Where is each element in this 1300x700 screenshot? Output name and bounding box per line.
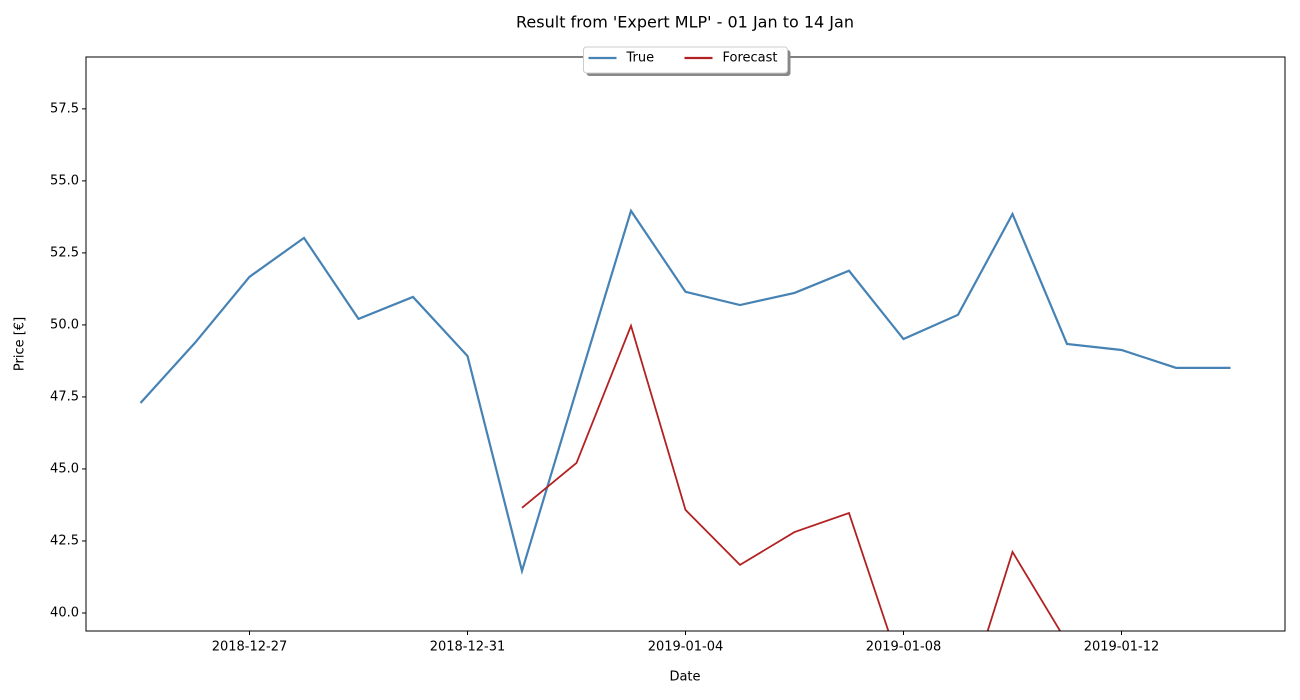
legend-label: Forecast (723, 51, 778, 66)
legend-label: True (626, 51, 655, 66)
x-tick-label: 2019-01-08 (866, 640, 942, 655)
y-tick-label: 50.0 (50, 317, 79, 332)
x-axis-label: Date (669, 670, 700, 685)
line-series (521, 323, 1062, 631)
x-tick-label: 2019-01-12 (1084, 640, 1160, 655)
y-tick-label: 40.0 (50, 605, 79, 620)
plot-frame (85, 56, 1286, 632)
x-tick-label: 2018-12-27 (212, 640, 288, 655)
legend-box (583, 46, 788, 74)
legend: True Forecast (583, 46, 791, 76)
y-tick-label: 52.5 (50, 245, 79, 260)
x-tick-label: 2019-01-04 (648, 640, 724, 655)
y-tick-label: 47.5 (50, 389, 79, 404)
y-tick-label: 42.5 (50, 533, 79, 548)
chart-title: Result from 'Expert MLP' - 01 Jan to 14 … (516, 13, 854, 32)
y-tick-label: 55.0 (50, 173, 79, 188)
y-tick-label: 57.5 (50, 101, 79, 116)
y-axis-label: Price [€] (13, 317, 28, 371)
x-tick-label: 2018-12-31 (430, 640, 506, 655)
line-series (139, 208, 1231, 576)
plot-area (139, 208, 1231, 631)
y-tick-label: 45.0 (50, 461, 79, 476)
